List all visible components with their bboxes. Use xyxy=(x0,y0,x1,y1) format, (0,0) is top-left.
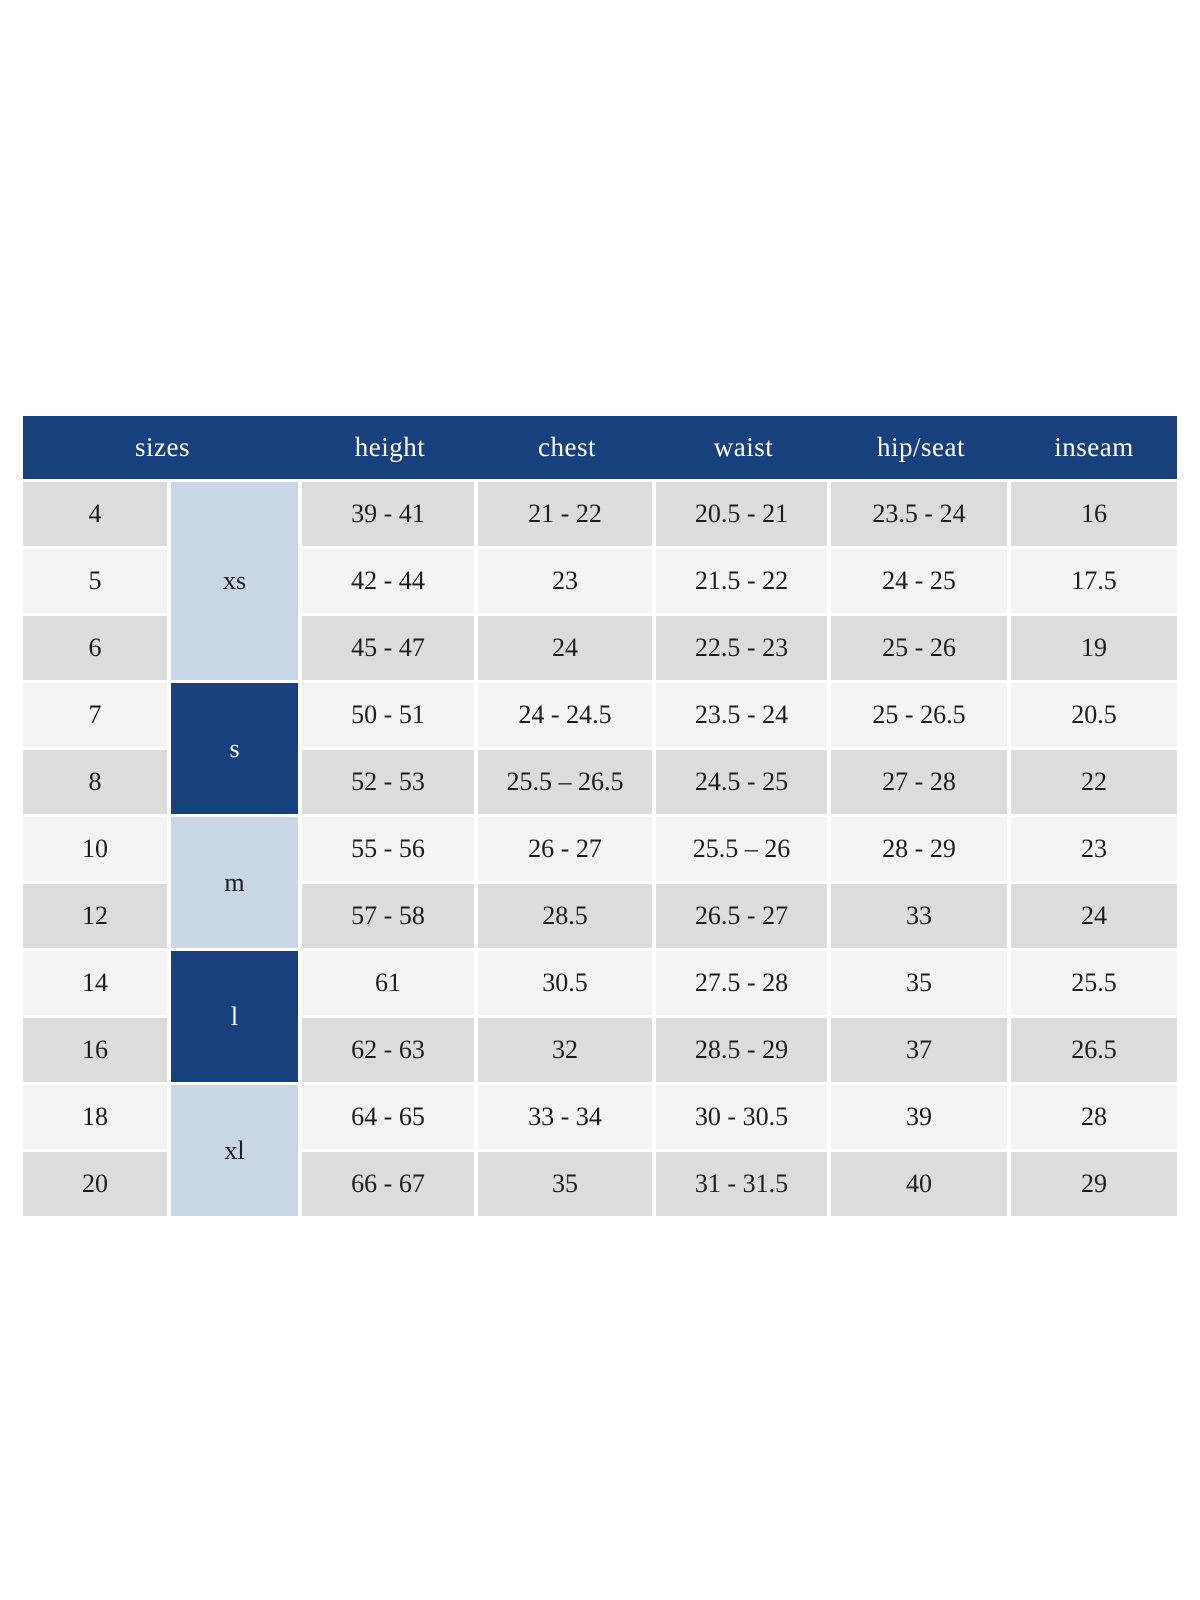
size-number-cell: 20 xyxy=(23,1152,171,1219)
header-row: sizes height chest waist hip/seat inseam xyxy=(23,416,1178,482)
measurement-cell: 25 - 26.5 xyxy=(831,683,1012,750)
measurement-cell: 33 - 34 xyxy=(478,1085,657,1152)
size-number-cell: 6 xyxy=(23,616,171,683)
table-row: 18 xl 64 - 65 33 - 34 30 - 30.5 39 28 xyxy=(23,1085,1178,1219)
table-row: 4 xs 39 - 41 21 - 22 20.5 - 21 23.5 - 24 16 xyxy=(23,482,1178,683)
size-table-body: 4 xs 39 - 41 21 - 22 20.5 - 21 23.5 - 24 16 5 42… xyxy=(23,482,1178,1219)
measurement-cell: 29 xyxy=(1011,1152,1178,1219)
measurement-cell: 20.5 xyxy=(1011,683,1178,750)
size-number-cell: 5 xyxy=(23,549,171,616)
measurement-cell: 35 xyxy=(478,1152,657,1219)
measurement-cell: 26.5 - 27 xyxy=(656,884,832,951)
size-group-cell-m: m xyxy=(171,817,303,951)
size-number-cell: 7 xyxy=(23,683,171,750)
size-group-cell-l: l xyxy=(171,951,303,1085)
measurement-cell: 24 - 24.5 xyxy=(478,683,657,750)
measurement-cell: 27.5 - 28 xyxy=(656,951,832,1018)
measurement-cell: 28 - 29 xyxy=(831,817,1012,884)
table-row: 5 42 - 44 23 21.5 - 22 24 - 25 17.5 xyxy=(23,549,1178,616)
measurement-cell: 23.5 - 24 xyxy=(656,683,832,750)
measurement-cell: 22.5 - 23 xyxy=(656,616,832,683)
measurement-cell: 28.5 xyxy=(478,884,657,951)
measurement-cell: 57 - 58 xyxy=(302,884,479,951)
measurement-cell: 28.5 - 29 xyxy=(656,1018,832,1085)
header-cell-sizes: sizes xyxy=(23,416,303,482)
measurement-cell: 27 - 28 xyxy=(831,750,1012,817)
measurement-cell: 40 xyxy=(831,1152,1012,1219)
size-group-cell-xl: xl xyxy=(171,1085,303,1219)
measurement-cell: 32 xyxy=(478,1018,657,1085)
measurement-cell: 24 xyxy=(1011,884,1178,951)
size-number-cell: 18 xyxy=(23,1085,171,1152)
table-row: 12 57 - 58 28.5 26.5 - 27 33 24 xyxy=(23,884,1178,951)
measurement-cell: 21.5 - 22 xyxy=(656,549,832,616)
measurement-cell: 39 - 41 xyxy=(302,482,479,549)
measurement-cell: 22 xyxy=(1011,750,1178,817)
measurement-cell: 17.5 xyxy=(1011,549,1178,616)
size-number-cell: 16 xyxy=(23,1018,171,1085)
measurement-cell: 66 - 67 xyxy=(302,1152,479,1219)
measurement-cell: 64 - 65 xyxy=(302,1085,479,1152)
table-row: 6 45 - 47 24 22.5 - 23 25 - 26 19 xyxy=(23,616,1178,683)
measurement-cell: 26 - 27 xyxy=(478,817,657,884)
measurement-cell: 30 - 30.5 xyxy=(656,1085,832,1152)
measurement-cell: 28 xyxy=(1011,1085,1178,1152)
measurement-cell: 52 - 53 xyxy=(302,750,479,817)
size-chart-table: sizes height chest waist hip/seat inseam… xyxy=(23,416,1178,1219)
table-row: 7 s 50 - 51 24 - 24.5 23.5 - 24 25 - 26.5 20.5 xyxy=(23,683,1178,817)
header-cell-chest: chest xyxy=(478,416,657,482)
measurement-cell: 24.5 - 25 xyxy=(656,750,832,817)
header-cell-hip-seat: hip/seat xyxy=(831,416,1012,482)
table-row: 8 52 - 53 25.5 – 26.5 24.5 - 25 27 - 28 22 xyxy=(23,750,1178,817)
measurement-cell: 26.5 xyxy=(1011,1018,1178,1085)
header-cell-height: height xyxy=(302,416,479,482)
table-row: 14 l 61 30.5 27.5 - 28 35 25.5 xyxy=(23,951,1178,1085)
measurement-cell: 23 xyxy=(1011,817,1178,884)
measurement-cell: 23.5 - 24 xyxy=(831,482,1012,549)
size-group-cell-xs: xs xyxy=(171,482,303,683)
table-row: 16 62 - 63 32 28.5 - 29 37 26.5 xyxy=(23,1018,1178,1085)
measurement-cell: 31 - 31.5 xyxy=(656,1152,832,1219)
measurement-cell: 37 xyxy=(831,1018,1012,1085)
measurement-cell: 24 - 25 xyxy=(831,549,1012,616)
measurement-cell: 33 xyxy=(831,884,1012,951)
measurement-cell: 19 xyxy=(1011,616,1178,683)
measurement-cell: 25.5 xyxy=(1011,951,1178,1018)
measurement-cell: 25.5 – 26 xyxy=(656,817,832,884)
measurement-cell: 21 - 22 xyxy=(478,482,657,549)
size-group-cell-s: s xyxy=(171,683,303,817)
measurement-cell: 39 xyxy=(831,1085,1012,1152)
measurement-cell: 61 xyxy=(302,951,479,1018)
measurement-cell: 55 - 56 xyxy=(302,817,479,884)
measurement-cell: 24 xyxy=(478,616,657,683)
measurement-cell: 25 - 26 xyxy=(831,616,1012,683)
table-row: 20 66 - 67 35 31 - 31.5 40 29 xyxy=(23,1152,1178,1219)
size-number-cell: 14 xyxy=(23,951,171,1018)
table-row: 10 m 55 - 56 26 - 27 25.5 – 26 28 - 29 23 xyxy=(23,817,1178,951)
size-number-cell: 12 xyxy=(23,884,171,951)
measurement-cell: 42 - 44 xyxy=(302,549,479,616)
size-number-cell: 8 xyxy=(23,750,171,817)
measurement-cell: 20.5 - 21 xyxy=(656,482,832,549)
measurement-cell: 16 xyxy=(1011,482,1178,549)
header-cell-inseam: inseam xyxy=(1011,416,1178,482)
size-number-cell: 10 xyxy=(23,817,171,884)
measurement-cell: 23 xyxy=(478,549,657,616)
measurement-cell: 62 - 63 xyxy=(302,1018,479,1085)
table-header: sizes height chest waist hip/seat inseam xyxy=(23,416,1178,482)
measurement-cell: 30.5 xyxy=(478,951,657,1018)
measurement-cell: 50 - 51 xyxy=(302,683,479,750)
header-cell-waist: waist xyxy=(656,416,832,482)
measurement-cell: 25.5 – 26.5 xyxy=(478,750,657,817)
measurement-cell: 35 xyxy=(831,951,1012,1018)
size-number-cell: 4 xyxy=(23,482,171,549)
measurement-cell: 45 - 47 xyxy=(302,616,479,683)
